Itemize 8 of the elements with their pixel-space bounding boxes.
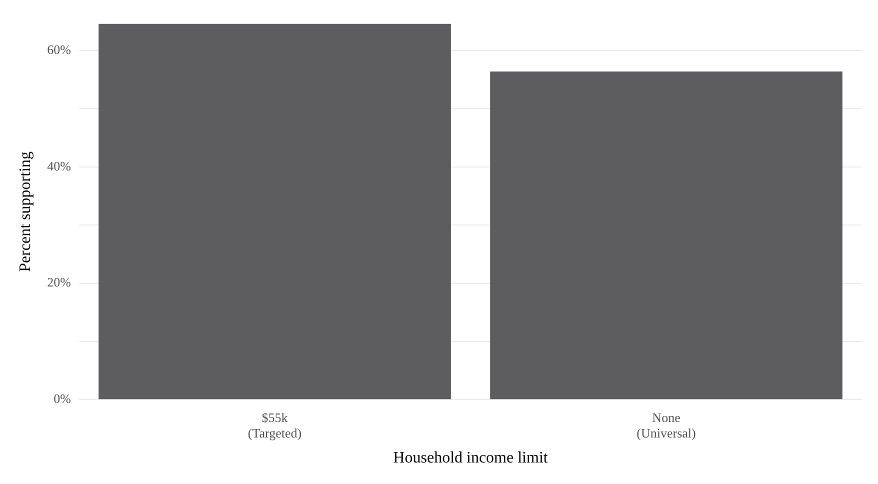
x-tick-label: None (Universal) <box>636 410 696 440</box>
y-tick-label: 60% <box>47 42 72 57</box>
x-tick-label: $55k (Targeted) <box>248 410 302 440</box>
y-tick-label: 20% <box>47 274 72 290</box>
y-tick-label: 0% <box>54 391 72 406</box>
y-tick-label: 40% <box>47 158 72 174</box>
x-axis-title: Household income limit <box>393 450 548 467</box>
y-axis-title: Percent supporting <box>16 151 34 272</box>
